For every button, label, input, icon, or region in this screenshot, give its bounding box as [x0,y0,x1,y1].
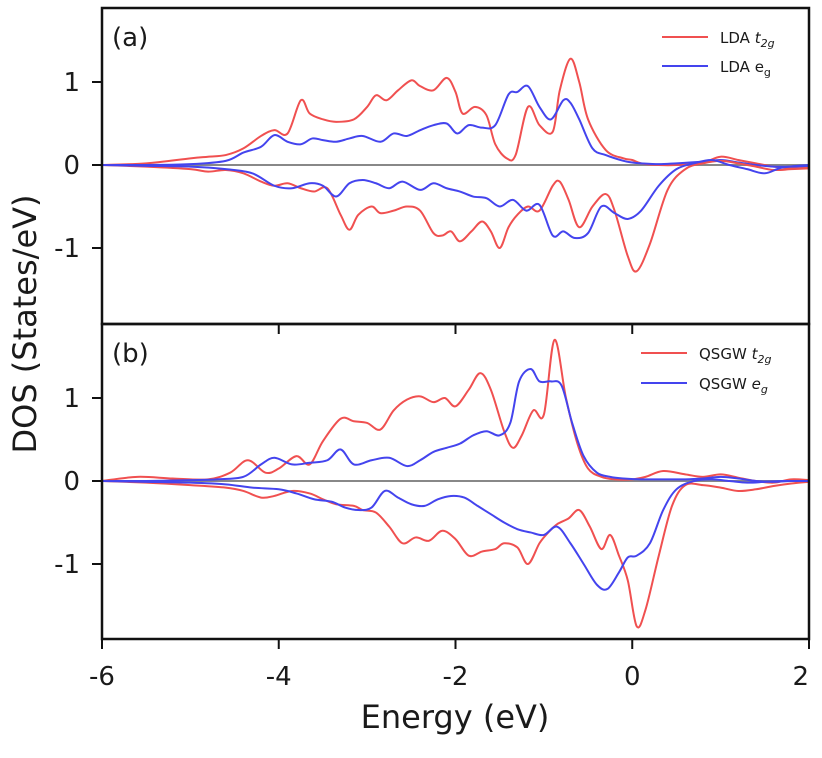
legend-label-qsgw-t2g: QSGW t2g [699,345,771,366]
y-tick-label-a-2: -1 [54,234,80,264]
x-tick-label-1: -4 [266,662,292,692]
x-tick-label-4: 2 [792,662,809,692]
legend-label-lda-t2g: LDA t2g [720,29,775,50]
legend-a: LDA t2g LDA eg [662,29,775,79]
series-line-qsgw-t2g-down [102,480,809,629]
panel-label-a: (a) [112,23,148,53]
legend-b: QSGW t2g QSGW eg [641,345,771,396]
x-tick-label-2: -2 [443,662,469,692]
series-line-qsgw-eg-up [102,367,809,483]
series-group-b [102,338,809,629]
legend-label-qsgw-eg: QSGW eg [699,375,768,396]
x-tick-label-3: 0 [624,662,641,692]
y-axis-title: DOS (States/eV) [6,194,44,453]
y-tick-label-a-0: 1 [63,68,80,98]
panel-label-b: (b) [112,339,149,369]
series-line-qsgw-eg-down [102,478,809,591]
y-ticks-b: 1 0 -1 [54,384,102,580]
x-tick-label-0: -6 [89,662,115,692]
y-ticks-a: 1 0 -1 [54,68,102,264]
panel-b: (b) QSGW t2g QSGW eg 1 0 -1 [54,322,811,641]
x-ticks: -6 -4 -2 0 2 [89,324,810,692]
y-tick-label-b-2: -1 [54,550,80,580]
series-line-lda-t2g-down [102,159,809,273]
y-tick-label-b-1: 0 [63,467,80,497]
panel-a: (a) LDA t2g LDA eg 1 0 -1 [54,6,811,326]
series-line-lda-eg-up [102,84,809,168]
y-tick-label-b-0: 1 [63,384,80,414]
legend-label-lda-eg: LDA eg [720,58,771,79]
series-group-a [102,57,809,273]
x-axis-title: Energy (eV) [361,698,550,736]
series-line-qsgw-t2g-up [102,338,809,484]
series-line-lda-eg-down [102,159,809,240]
series-line-lda-t2g-up [102,57,809,170]
y-tick-label-a-1: 0 [63,151,80,181]
